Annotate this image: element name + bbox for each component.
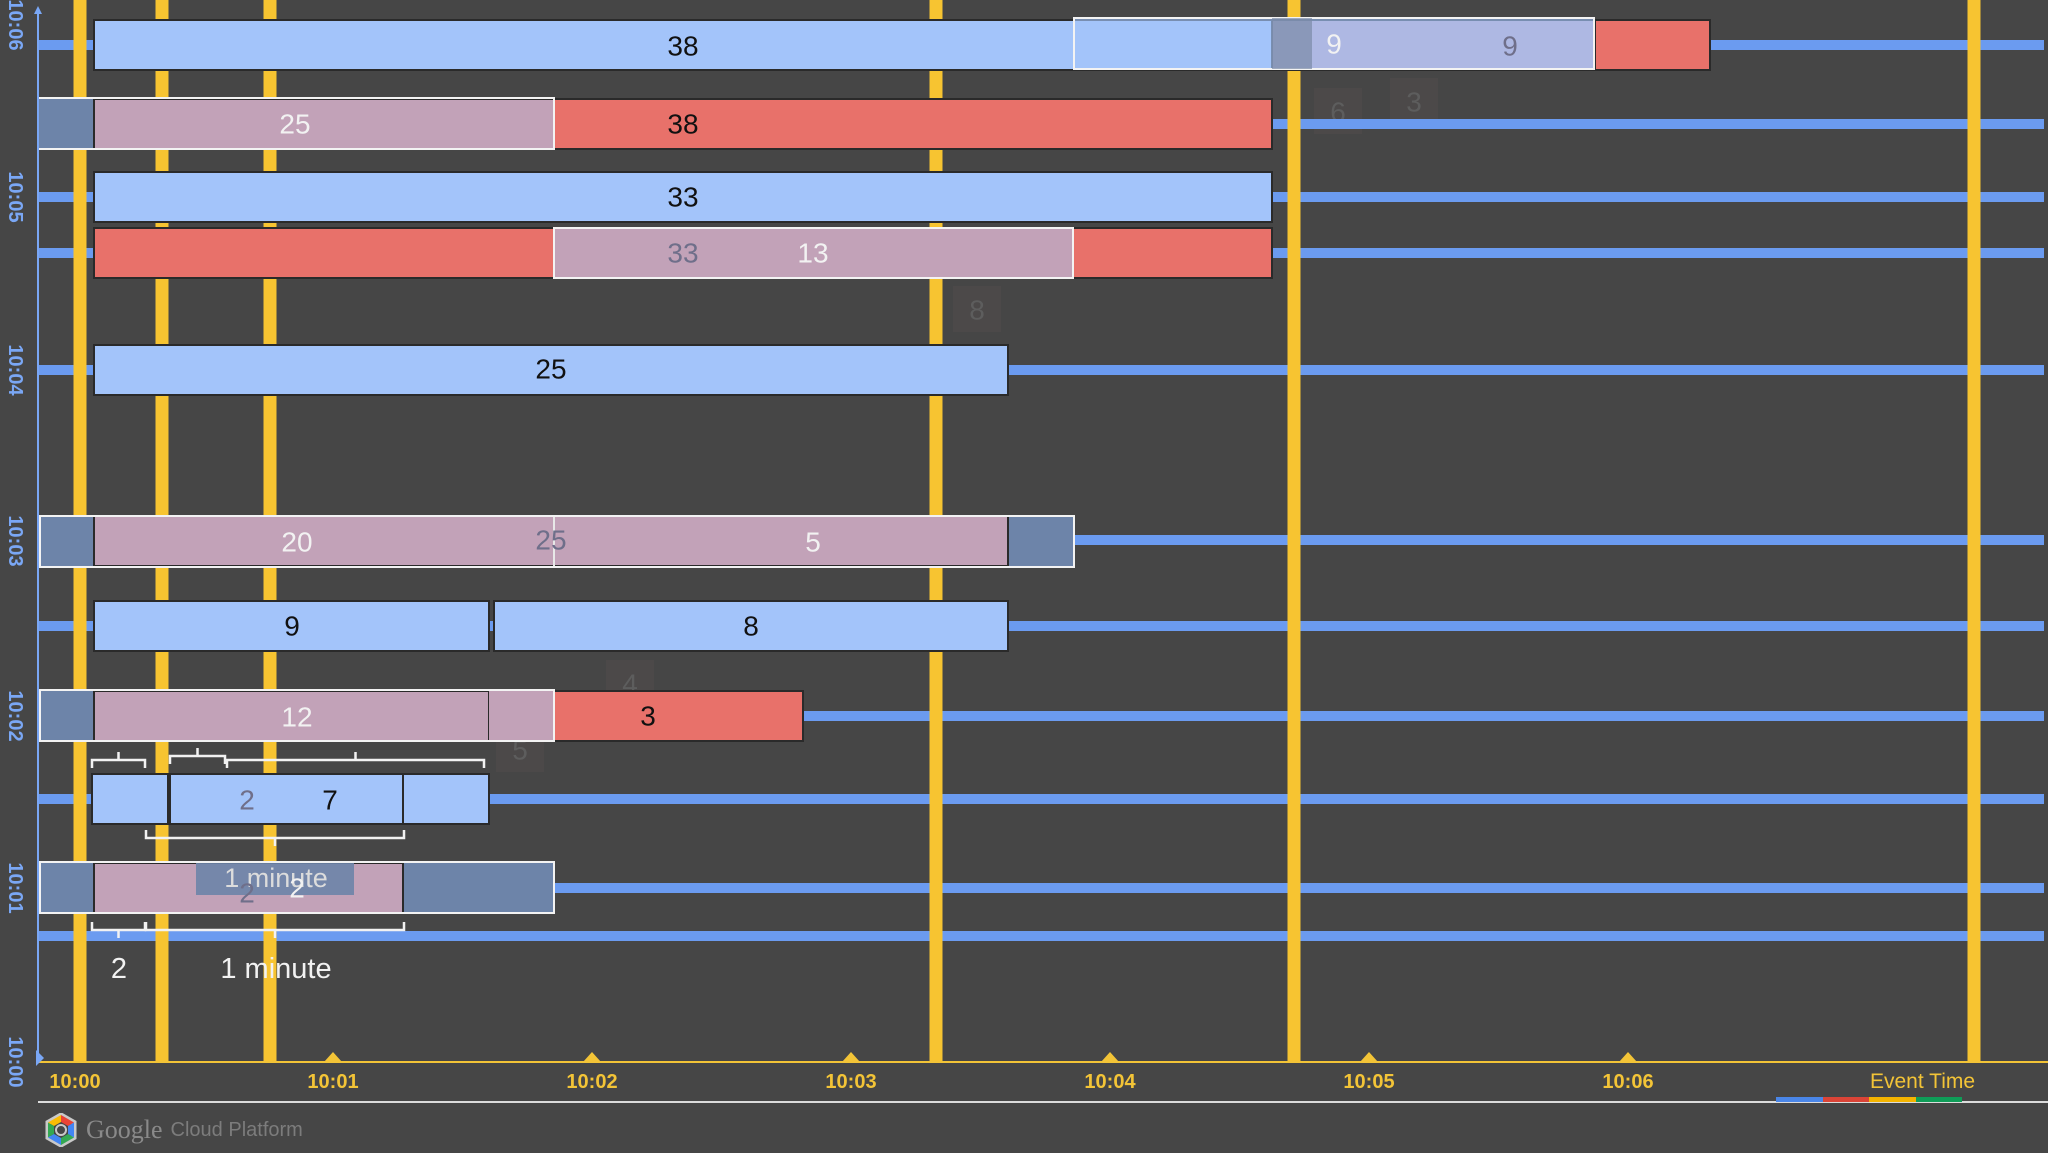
y-tick-label: 10:04 <box>4 344 26 396</box>
data-bar <box>402 773 490 825</box>
ghost-label: 8 <box>969 295 985 326</box>
bar-label: 9 <box>1326 29 1342 60</box>
window-bar <box>553 227 1074 279</box>
bar-label: 2 <box>239 785 255 816</box>
ghost-label: 3 <box>1406 87 1422 118</box>
window-bar <box>489 691 554 741</box>
ghost-box <box>953 286 1001 332</box>
legend-swatch-yellow <box>1869 1097 1916 1102</box>
window-outline <box>1073 17 1595 70</box>
logo-green-segment <box>48 1122 54 1138</box>
gap-count-label: 2 <box>111 953 127 985</box>
bar-label: 25 <box>535 525 566 556</box>
x-tick-marker <box>842 1052 860 1062</box>
bar-label: 2 <box>289 873 305 904</box>
x-tick-label: 10:06 <box>1602 1071 1653 1093</box>
x-tick-label: 10:01 <box>307 1071 358 1093</box>
y-tick-label: 10:06 <box>4 0 26 51</box>
data-bar <box>493 600 1009 652</box>
bar-label: 5 <box>805 527 821 558</box>
y-tick-label: 10:03 <box>4 515 26 566</box>
legend-swatch-blue <box>1776 1097 1823 1102</box>
fired-bar <box>553 98 1273 150</box>
axes: 10:00 10:01 10:02 10:03 10:04 10:05 10:06 10:00… <box>4 0 2048 1103</box>
label-backdrop <box>196 863 354 895</box>
bar-label: 2 <box>239 878 255 909</box>
data-bar <box>91 773 169 825</box>
ghost-label: 5 <box>512 735 528 766</box>
bar-label: 3 <box>640 701 656 732</box>
x-tick-label: 10:00 <box>49 1071 100 1093</box>
data-bar <box>93 344 1009 396</box>
bar-label: 25 <box>279 109 310 140</box>
fired-bar <box>553 690 804 742</box>
window-outline <box>39 861 555 914</box>
bracket-bottom <box>144 922 406 938</box>
legend-swatch-green <box>1915 1097 1962 1102</box>
y-tick-label: 10:02 <box>4 690 26 741</box>
window-bar <box>93 515 1009 567</box>
logo-green2-segment <box>61 1134 74 1145</box>
bar-label: 8 <box>743 611 759 642</box>
logo-blue2-segment <box>48 1134 61 1145</box>
window-bar <box>93 98 555 150</box>
x-tick-label: 10:03 <box>825 1071 876 1093</box>
bar-label: 33 <box>667 182 698 213</box>
x-tick-marker <box>1101 1052 1119 1062</box>
data-bar <box>93 171 1273 223</box>
bar-label: 25 <box>535 354 566 385</box>
x-tick-marker <box>583 1052 601 1062</box>
y-axis-arrow-icon <box>36 1050 44 1066</box>
logo-yellow-segment <box>48 1115 61 1126</box>
bracket-top <box>225 752 486 768</box>
y-tick-label: 10:05 <box>4 171 26 222</box>
x-tick-marker <box>324 1052 342 1062</box>
x-tick-label: 10:04 <box>1084 1071 1136 1093</box>
bar-label: 9 <box>1502 31 1518 62</box>
brand-cloud-platform: Cloud Platform <box>170 1118 303 1141</box>
bar-label: 20 <box>281 527 312 558</box>
legend-swatch-red <box>1822 1097 1869 1102</box>
bracket-bottom <box>144 830 406 846</box>
google-cloud-brand: Google Cloud Platform <box>44 1112 303 1148</box>
bar-label: 38 <box>667 31 698 62</box>
data-bar <box>169 773 404 825</box>
y-tick-label: 10:00 <box>4 1036 26 1087</box>
logo-red-segment <box>61 1115 74 1126</box>
data-bar <box>93 600 490 652</box>
x-axis-label: Event Time <box>1870 1070 1976 1093</box>
x-tick-marker <box>1619 1052 1637 1062</box>
bar-label: 13 <box>797 238 828 269</box>
brand-google: Google <box>86 1115 163 1144</box>
bar-label: 33 <box>667 238 698 269</box>
bar-label: 1 minute <box>224 863 328 893</box>
overlap-segment <box>1272 18 1312 69</box>
bar-label: 9 <box>284 611 300 642</box>
x-tick-label: 10:02 <box>566 1071 617 1093</box>
bracket-top <box>90 752 147 768</box>
bar-label: 38 <box>667 109 698 140</box>
logo-blue-segment <box>68 1122 74 1138</box>
gap-duration-label: 1 minute <box>220 953 331 985</box>
window-outline <box>39 689 555 742</box>
x-tick-marker <box>1360 1052 1378 1062</box>
window-outline <box>39 515 1075 568</box>
ghost-box <box>1390 78 1438 124</box>
bar-label: 7 <box>322 785 338 816</box>
bracket-top <box>168 748 227 764</box>
bar-label: 12 <box>281 702 312 733</box>
color-legend-bar <box>1776 1097 1962 1102</box>
y-tick-label: 10:01 <box>4 862 26 913</box>
x-tick-label: 10:05 <box>1343 1071 1394 1093</box>
google-cloud-logo-icon <box>45 1113 77 1147</box>
